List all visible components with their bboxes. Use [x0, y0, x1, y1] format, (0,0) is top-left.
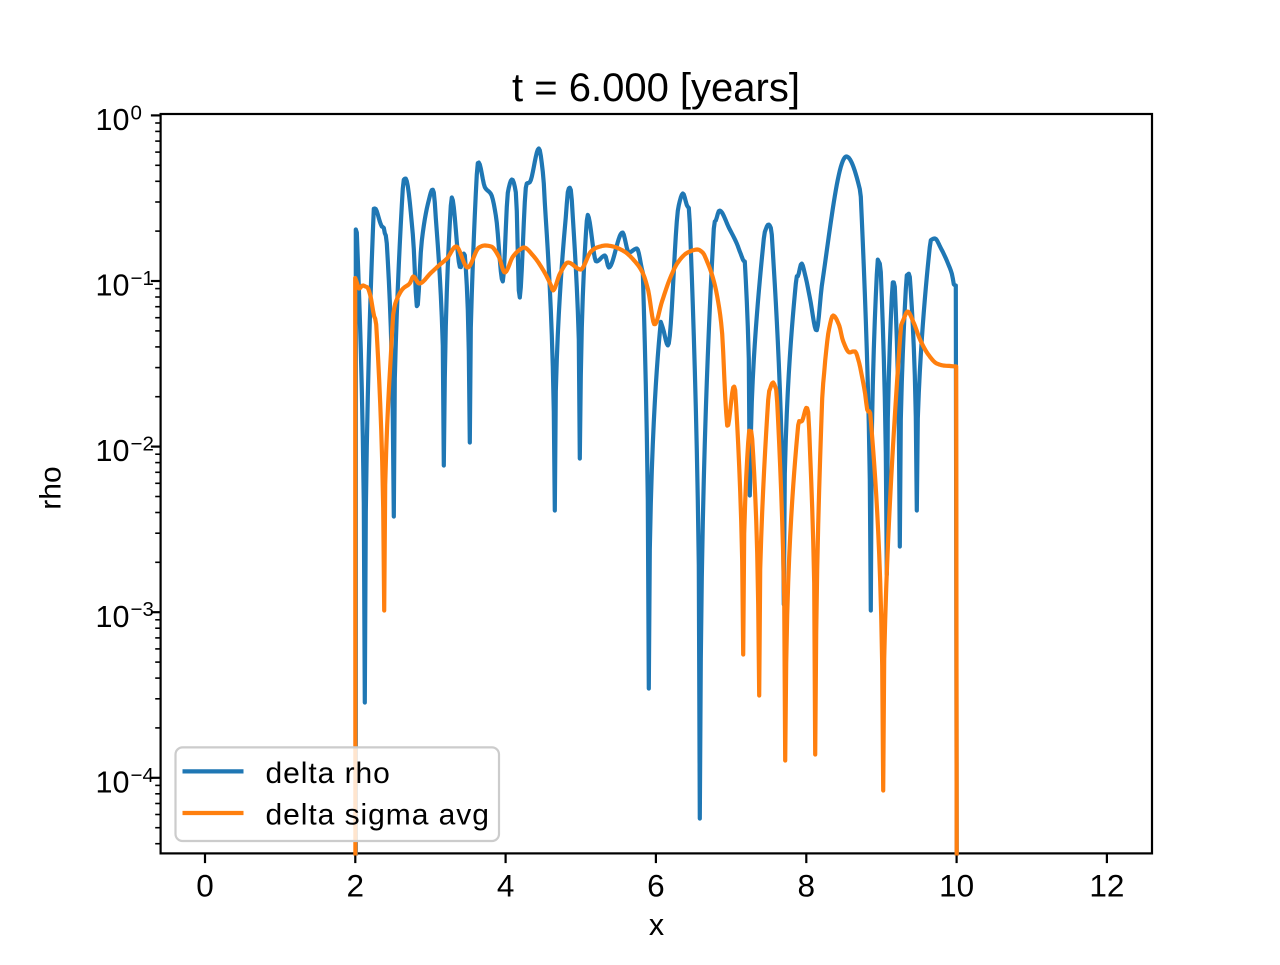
- svg-text:10−1: 10−1: [96, 267, 154, 303]
- svg-text:10−4: 10−4: [96, 764, 154, 800]
- svg-text:12: 12: [1089, 867, 1124, 903]
- svg-text:delta rho: delta rho: [266, 757, 391, 790]
- svg-text:rho: rho: [35, 466, 68, 509]
- svg-text:4: 4: [497, 867, 515, 903]
- svg-text:8: 8: [798, 867, 816, 903]
- svg-text:100: 100: [96, 101, 142, 137]
- svg-text:t = 6.000 [years]: t = 6.000 [years]: [512, 66, 800, 110]
- svg-text:delta sigma avg: delta sigma avg: [266, 799, 490, 832]
- svg-text:10: 10: [939, 867, 974, 903]
- svg-text:x: x: [649, 908, 664, 942]
- svg-text:10−2: 10−2: [96, 433, 154, 469]
- svg-text:10−3: 10−3: [96, 598, 154, 634]
- svg-text:2: 2: [347, 867, 365, 903]
- svg-text:0: 0: [196, 867, 214, 903]
- svg-text:6: 6: [647, 867, 665, 903]
